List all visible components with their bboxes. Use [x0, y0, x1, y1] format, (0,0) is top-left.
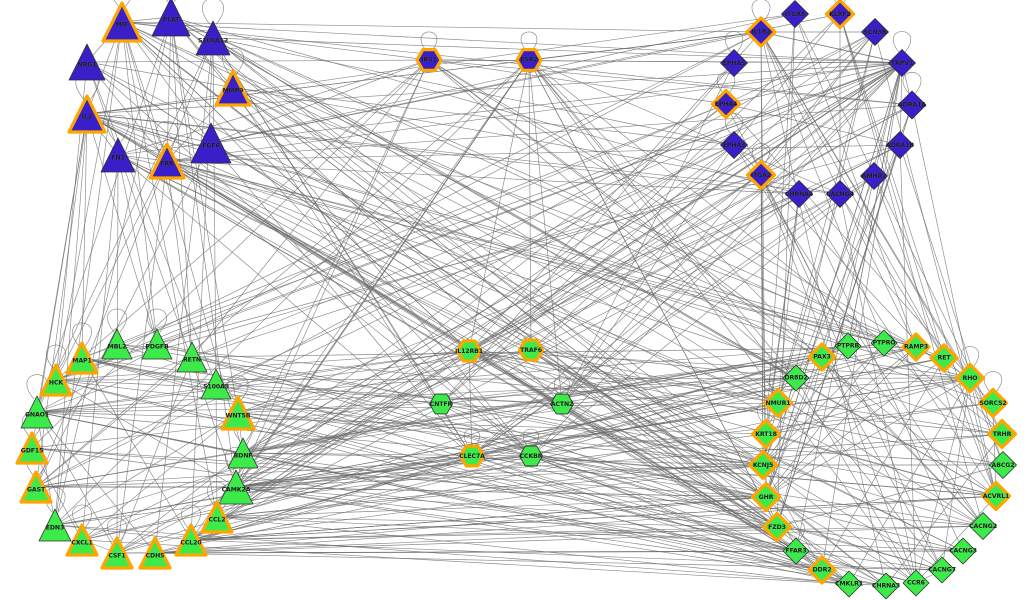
graph-node-clec7a[interactable]: CLEC7A — [457, 441, 488, 472]
graph-node-epha5[interactable]: EPHA5 — [717, 46, 752, 81]
graph-node-fn1[interactable]: FN1 — [97, 134, 139, 176]
graph-node-klrf2[interactable]: KLRF2 — [823, 0, 858, 32]
graph-node-adra1b[interactable]: ADRA1B — [883, 128, 918, 163]
graph-node-trpv1[interactable]: TRPV1 — [885, 46, 920, 81]
graph-node-nrg1[interactable]: NRG1 — [65, 40, 109, 84]
graph-node-gdf15[interactable]: GDF15 — [13, 429, 51, 467]
graph-node-mbl2[interactable]: MBL2 — [98, 325, 136, 363]
graph-node-abcg2[interactable]: ABCG2 — [986, 448, 1021, 483]
graph-node-il12rb1[interactable]: IL12RB1 — [454, 336, 485, 367]
graph-node-csf1[interactable]: CSF1 — [98, 534, 136, 572]
graph-node-nmur1[interactable]: NMUR1 — [761, 386, 796, 421]
graph-node-wnt5b[interactable]: WNT5B — [218, 393, 258, 433]
graph-node-cmklr1[interactable]: CMKLR1 — [832, 567, 866, 600]
graph-node-s100a12[interactable]: S100A12 — [192, 17, 234, 59]
graph-node-cntfr[interactable]: CNTFR — [426, 389, 457, 420]
graph-node-kcnj5[interactable]: KCNJ5 — [746, 448, 781, 483]
graph-node-ptpro[interactable]: PTPRO — [867, 326, 901, 360]
graph-node-amhr2[interactable]: AMHR2 — [857, 159, 892, 194]
graph-node-esr2[interactable]: ESR2 — [513, 44, 545, 76]
graph-node-cckbr[interactable]: CCKBR — [516, 441, 547, 472]
graph-node-krt18[interactable]: KRT18 — [749, 417, 784, 452]
graph-node-gast[interactable]: GAST — [17, 468, 55, 506]
graph-node-frk[interactable]: FRK — [146, 140, 188, 182]
graph-node-irs1[interactable]: IRS1 — [413, 44, 445, 76]
graph-node-itga2[interactable]: ITGA2 — [744, 158, 779, 193]
graph-node-epha4[interactable]: EPHA4 — [709, 87, 744, 122]
graph-node-plat[interactable]: PLAT — [148, 0, 194, 40]
graph-node-traf6[interactable]: TRAF6 — [516, 335, 547, 366]
graph-node-gnao1[interactable]: GNAO1 — [17, 392, 57, 432]
graph-node-itga8[interactable]: ITGA8 — [778, 0, 813, 32]
graph-node-ccr6[interactable]: CCR6 — [899, 566, 933, 600]
graph-node-chrna4[interactable]: CHRNA4 — [782, 177, 817, 212]
graph-node-il2[interactable]: IL2 — [65, 92, 109, 136]
graph-node-fgf6[interactable]: FGF6 — [187, 119, 235, 167]
graph-node-mif[interactable]: MIF — [99, 0, 145, 45]
graph-node-scn3b[interactable]: SCN3B — [858, 15, 893, 50]
graph-node-mmp9[interactable]: MMP9 — [212, 67, 254, 109]
graph-node-cxcl1[interactable]: CXCL1 — [63, 521, 101, 559]
graph-node-chrna3[interactable]: CHRNA3 — [869, 569, 903, 600]
graph-node-cacng4[interactable]: CACNG4 — [823, 177, 858, 212]
graph-node-actn2[interactable]: ACTN2 — [547, 389, 578, 420]
graph-node-adra1a[interactable]: ADRA1A — [894, 87, 930, 123]
graph-node-cdh5[interactable]: CDH5 — [136, 534, 174, 572]
graph-node-ccl20[interactable]: CCL20 — [172, 521, 210, 559]
graph-node-trhr[interactable]: TRHR — [985, 417, 1020, 452]
graph-node-pdgfb[interactable]: PDGFB — [138, 325, 176, 363]
graph-node-sorcs2[interactable]: SORCS2 — [976, 386, 1011, 421]
